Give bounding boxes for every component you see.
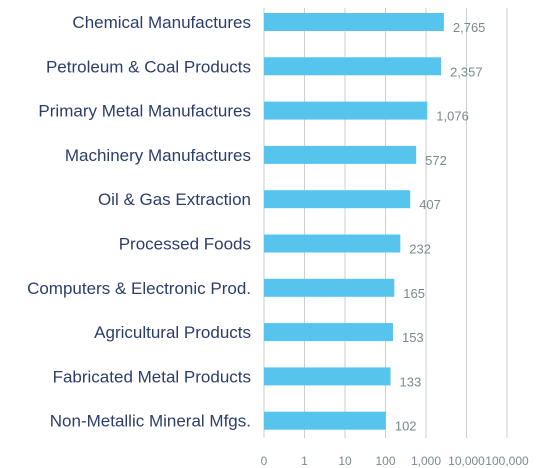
bar [264, 235, 400, 253]
bar [264, 323, 393, 341]
bar [264, 13, 444, 31]
category-label: Computers & Electronic Prod. [27, 279, 251, 298]
data-label: 153 [402, 330, 424, 345]
category-label: Petroleum & Coal Products [46, 57, 251, 76]
bar [264, 57, 441, 75]
x-tick-label: 0 [261, 454, 268, 468]
x-axis-tick-labels: 0 1 10 100 1,000 10,000 100,000 [261, 454, 529, 468]
category-label: Fabricated Metal Products [53, 367, 251, 386]
category-label: Machinery Manufactures [65, 146, 251, 165]
category-label: Chemical Manufactures [72, 13, 251, 32]
category-label: Agricultural Products [94, 323, 251, 342]
category-label: Oil & Gas Extraction [98, 190, 251, 209]
bars [264, 13, 444, 430]
category-labels: Chemical Manufactures Petroleum & Coal Pr… [27, 13, 251, 431]
category-label: Primary Metal Manufactures [38, 102, 251, 121]
bar [264, 190, 410, 208]
x-tick-label: 10 [338, 454, 352, 468]
data-label: 2,765 [453, 20, 486, 35]
data-label: 1,076 [436, 109, 469, 124]
x-tick-label: 10,000 [448, 454, 485, 468]
bar [264, 367, 391, 385]
data-label: 407 [419, 197, 441, 212]
data-label: 2,357 [450, 64, 483, 79]
category-label: Non-Metallic Mineral Mfgs. [50, 412, 251, 431]
data-label: 165 [403, 286, 425, 301]
bar [264, 102, 427, 120]
data-label: 102 [395, 419, 417, 434]
data-label: 133 [400, 374, 422, 389]
category-label: Processed Foods [119, 235, 251, 254]
x-tick-label: 100,000 [485, 454, 529, 468]
bar [264, 412, 386, 430]
bar [264, 279, 394, 297]
data-label: 232 [409, 242, 431, 257]
x-tick-label: 1 [301, 454, 308, 468]
x-tick-label: 100 [375, 454, 395, 468]
bar [264, 146, 416, 164]
value-labels: 2,765 2,357 1,076 572 407 232 165 153 133 102 [395, 20, 486, 434]
x-tick-label: 1,000 [411, 454, 441, 468]
data-label: 572 [425, 153, 447, 168]
